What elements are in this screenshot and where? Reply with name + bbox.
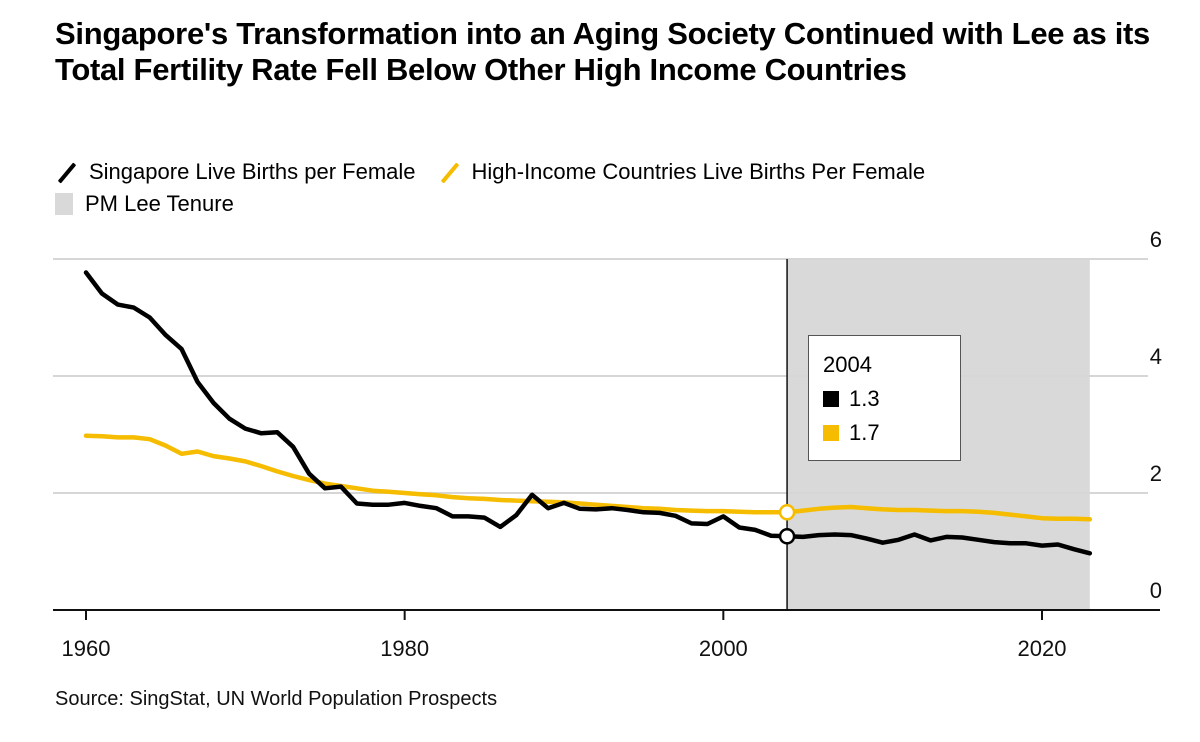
y-tick-label: 6 bbox=[1150, 227, 1162, 252]
tooltip-value: 1.7 bbox=[849, 420, 880, 445]
tooltip-value: 1.3 bbox=[849, 386, 880, 411]
x-tick-label: 1960 bbox=[62, 636, 111, 661]
tooltip: 2004 1.3 1.7 bbox=[808, 335, 961, 461]
legend-label: Singapore Live Births per Female bbox=[89, 159, 416, 184]
legend-item-lee-tenure[interactable]: PM Lee Tenure bbox=[55, 188, 234, 220]
singapore-series-line bbox=[83, 270, 1093, 556]
legend-label: PM Lee Tenure bbox=[85, 191, 234, 216]
singapore-highlight-marker bbox=[778, 528, 796, 545]
high-income-highlight-marker bbox=[778, 504, 796, 521]
legend-label: High-Income Countries Live Births Per Fe… bbox=[471, 159, 926, 184]
legend-item-singapore[interactable]: Singapore Live Births per Female bbox=[55, 156, 416, 188]
high-income-series-line bbox=[83, 433, 1093, 522]
chart-title: Singapore's Transformation into an Aging… bbox=[55, 16, 1150, 87]
x-tick-label: 2020 bbox=[1018, 636, 1067, 661]
x-tick-label: 2000 bbox=[699, 636, 748, 661]
x-tick-label: 1980 bbox=[380, 636, 429, 661]
tooltip-year: 2004 bbox=[823, 352, 872, 377]
gray-box-swatch-icon bbox=[55, 193, 73, 215]
legend: Singapore Live Births per Female High-In… bbox=[55, 156, 947, 220]
tooltip-row-high-income: 1.7 bbox=[823, 416, 946, 450]
legend-item-high-income[interactable]: High-Income Countries Live Births Per Fe… bbox=[438, 156, 926, 188]
y-tick-label: 0 bbox=[1150, 578, 1162, 603]
tooltip-row-singapore: 1.3 bbox=[823, 382, 946, 416]
y-tick-label: 2 bbox=[1150, 461, 1162, 486]
black-square-icon bbox=[823, 391, 839, 407]
y-tick-label: 4 bbox=[1150, 344, 1162, 369]
yellow-square-icon bbox=[823, 425, 839, 441]
source-note: Source: SingStat, UN World Population Pr… bbox=[55, 688, 498, 710]
